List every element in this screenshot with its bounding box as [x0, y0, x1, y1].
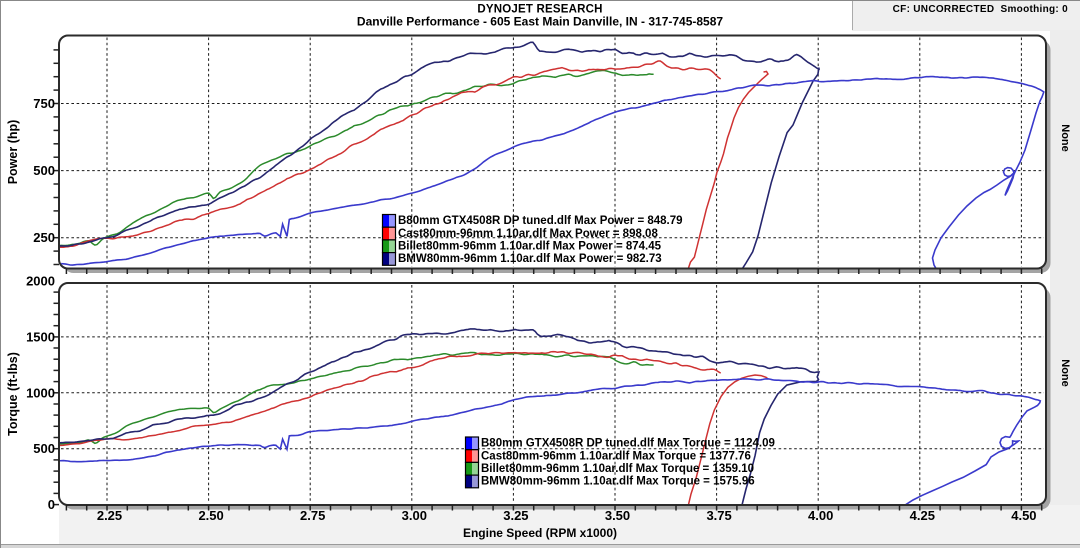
svg-text:Power (hp): Power (hp) [6, 120, 20, 185]
svg-text:4.25: 4.25 [910, 508, 935, 523]
svg-text:2000: 2000 [26, 273, 55, 288]
svg-text:0: 0 [48, 497, 55, 512]
svg-text:500: 500 [33, 163, 55, 178]
svg-text:1000: 1000 [26, 385, 55, 400]
svg-text:BMW80mm-96mm 1.10ar.dlf Max To: BMW80mm-96mm 1.10ar.dlf Max Torque = 157… [481, 476, 755, 488]
svg-text:B80mm GTX4508R DP tuned.dlf Ma: B80mm GTX4508R DP tuned.dlf Max Torque =… [481, 438, 775, 450]
svg-text:4.50: 4.50 [1011, 508, 1036, 523]
svg-text:750: 750 [33, 96, 55, 111]
svg-text:3.25: 3.25 [503, 508, 528, 523]
svg-text:500: 500 [33, 441, 55, 456]
svg-text:3.00: 3.00 [402, 508, 427, 523]
svg-text:BMW80mm-96mm 1.10ar.dlf Max Po: BMW80mm-96mm 1.10ar.dlf Max Power = 982.… [398, 253, 662, 265]
svg-text:Cast80mm-96mm 1.10ar.dlf Max T: Cast80mm-96mm 1.10ar.dlf Max Torque = 13… [481, 450, 751, 462]
svg-text:4.00: 4.00 [808, 508, 833, 523]
svg-text:2.50: 2.50 [198, 508, 223, 523]
svg-text:Billet80mm-96mm 1.10ar.dlf Max: Billet80mm-96mm 1.10ar.dlf Max Torque = … [481, 463, 754, 475]
svg-text:2.25: 2.25 [97, 508, 122, 523]
svg-text:None: None [1059, 359, 1071, 387]
svg-text:250: 250 [33, 230, 55, 245]
svg-text:1500: 1500 [26, 329, 55, 344]
svg-text:Billet80mm-96mm 1.10ar.dlf Max: Billet80mm-96mm 1.10ar.dlf Max Power = 8… [398, 241, 662, 253]
svg-text:Torque (ft-lbs): Torque (ft-lbs) [6, 352, 20, 436]
svg-text:3.50: 3.50 [605, 508, 630, 523]
svg-text:Danville Performance - 605 Eas: Danville Performance - 605 East Main Dan… [357, 15, 723, 29]
svg-text:None: None [1059, 124, 1071, 152]
svg-text:2.75: 2.75 [300, 508, 325, 523]
svg-text:Cast80mm-96mm 1.10ar.dlf Max P: Cast80mm-96mm 1.10ar.dlf Max Power = 898… [398, 228, 658, 240]
svg-text:B80mm GTX4508R DP tuned.dlf Ma: B80mm GTX4508R DP tuned.dlf Max Power = … [398, 215, 683, 227]
svg-text:3.75: 3.75 [706, 508, 731, 523]
svg-text:CF: UNCORRECTED Smoothing: 0: CF: UNCORRECTED Smoothing: 0 [893, 4, 1068, 15]
svg-text:DYNOJET RESEARCH: DYNOJET RESEARCH [477, 4, 602, 16]
svg-text:Engine Speed (RPM x1000): Engine Speed (RPM x1000) [463, 526, 617, 540]
